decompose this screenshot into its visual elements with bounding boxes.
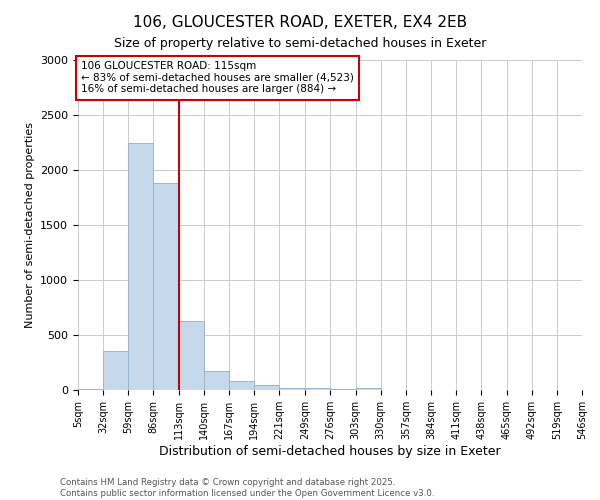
Bar <box>128 142 154 390</box>
Bar <box>78 389 103 390</box>
Y-axis label: Number of semi-detached properties: Number of semi-detached properties <box>25 122 35 328</box>
Bar <box>179 322 204 390</box>
Text: Contains HM Land Registry data © Crown copyright and database right 2025.
Contai: Contains HM Land Registry data © Crown c… <box>60 478 434 498</box>
Bar <box>204 371 229 390</box>
Text: 106 GLOUCESTER ROAD: 115sqm
← 83% of semi-detached houses are smaller (4,523)
16: 106 GLOUCESTER ROAD: 115sqm ← 83% of sem… <box>81 61 353 94</box>
Bar <box>356 388 381 390</box>
Bar <box>103 351 128 390</box>
X-axis label: Distribution of semi-detached houses by size in Exeter: Distribution of semi-detached houses by … <box>159 444 501 458</box>
Bar <box>305 388 331 390</box>
Bar <box>154 183 179 390</box>
Bar <box>254 385 279 390</box>
Bar <box>229 381 254 390</box>
Text: Size of property relative to semi-detached houses in Exeter: Size of property relative to semi-detach… <box>114 38 486 51</box>
Text: 106, GLOUCESTER ROAD, EXETER, EX4 2EB: 106, GLOUCESTER ROAD, EXETER, EX4 2EB <box>133 15 467 30</box>
Bar <box>279 388 304 390</box>
